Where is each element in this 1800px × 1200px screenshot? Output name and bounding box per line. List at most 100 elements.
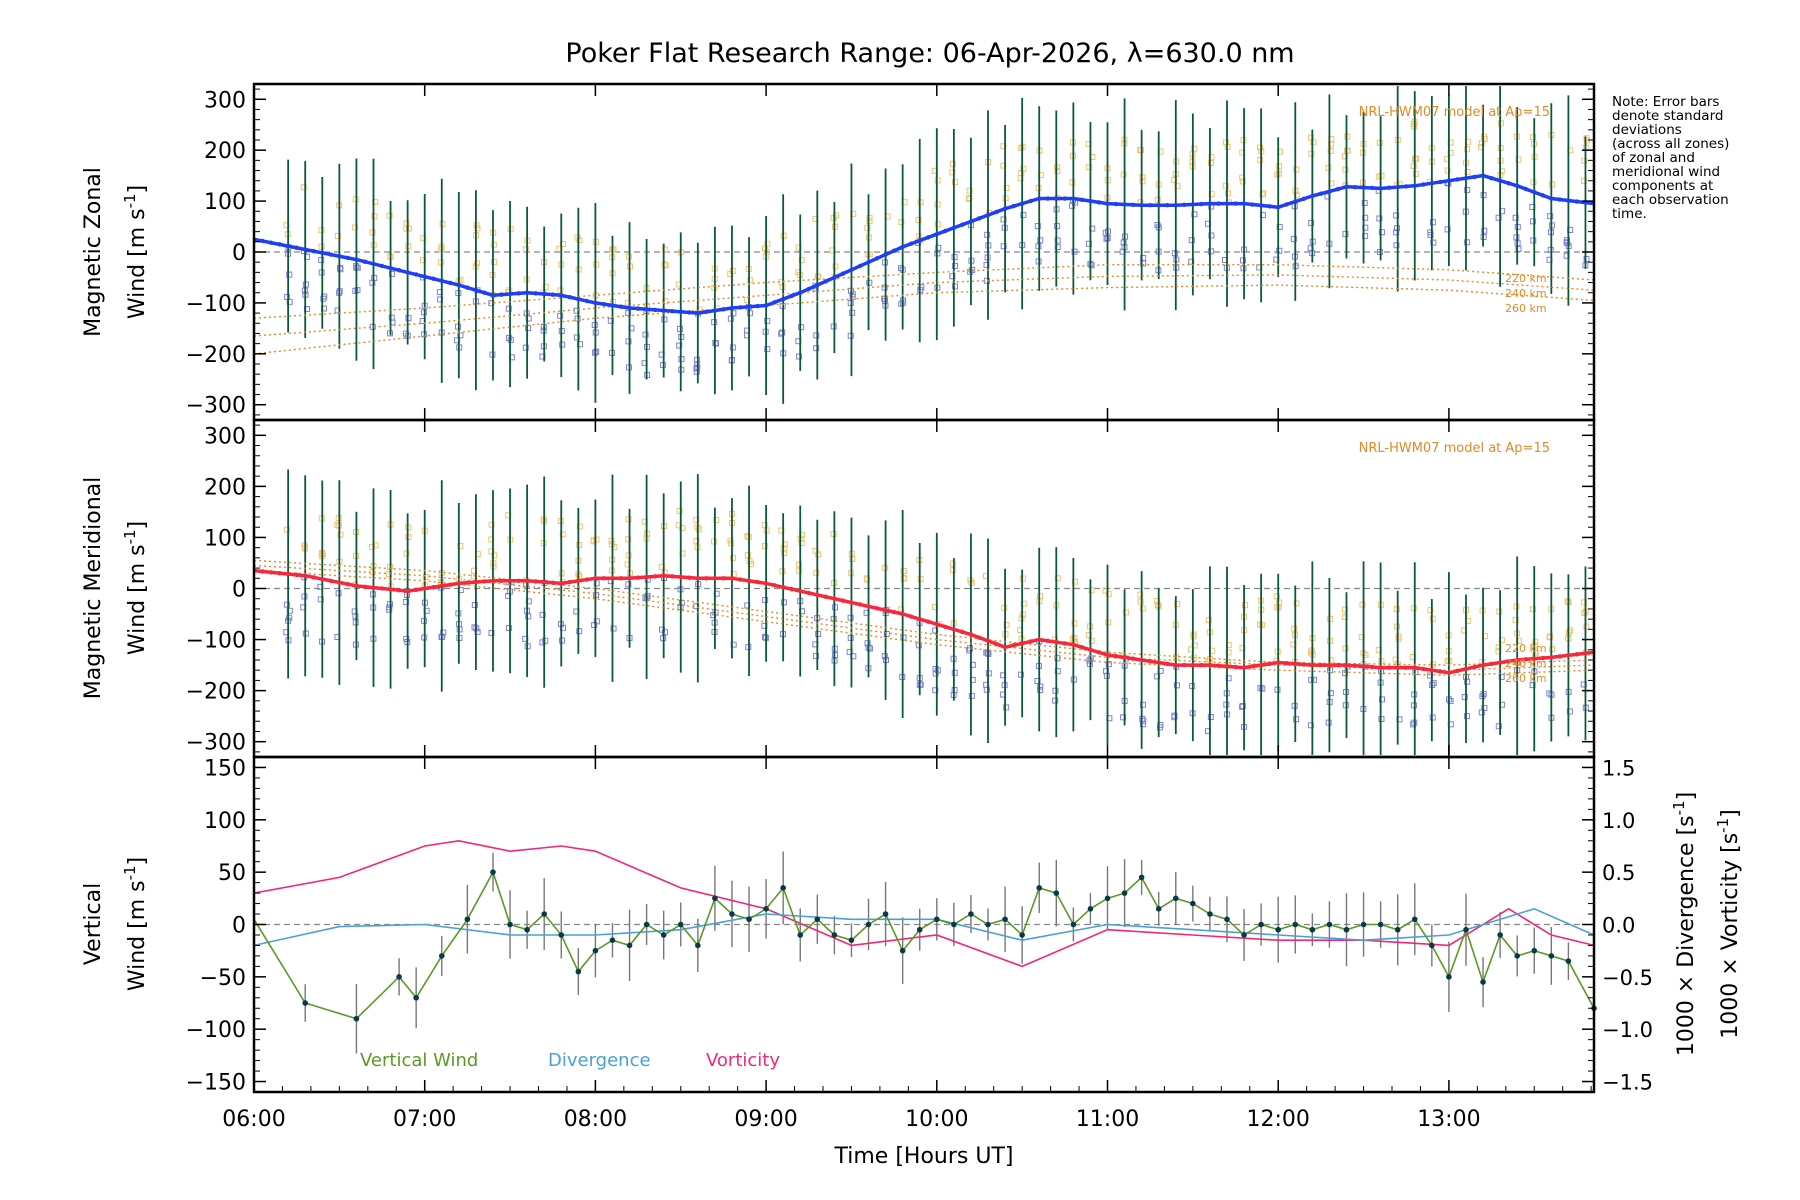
meridional-mean-point — [1139, 657, 1144, 663]
vertical-wind-point — [1548, 953, 1555, 959]
meridional-mean-point — [1506, 659, 1511, 664]
meridional-zone-sample — [488, 629, 495, 636]
meridional-mean-point — [490, 578, 496, 584]
vertical-wind-point — [1377, 921, 1384, 928]
meridional-mean-point — [1062, 641, 1068, 646]
zonal-mean-point — [849, 267, 854, 273]
vertical-wind-point — [1343, 926, 1350, 933]
zonal-mean-point — [1096, 200, 1102, 205]
vertical-wind-point — [490, 869, 496, 875]
meridional-mean-point — [1344, 662, 1349, 668]
zonal-ticks: 300 200 100 0 −100 −200 −300 — [186, 84, 1594, 420]
zonal-model-group — [253, 264, 1595, 355]
zonal-mean-point — [533, 291, 538, 296]
meridional-zone-sample — [1478, 709, 1485, 716]
zonal-zone-sample — [420, 235, 427, 242]
zonal-mean-point — [1421, 182, 1426, 187]
meridional-zone-sample — [1139, 701, 1146, 708]
zonal-mean-point — [465, 285, 470, 290]
zonal-mean-point — [618, 304, 624, 309]
vertical-errorbar-group — [254, 851, 1595, 1054]
zonal-zone-sample — [747, 277, 754, 284]
zonal-mean-point — [311, 248, 316, 254]
zonal-mean-point — [1173, 202, 1178, 208]
zonal-mean-point — [1438, 179, 1443, 185]
zonal-ytick-label: −200 — [186, 343, 246, 368]
legend-vertical-wind: Vertical Wind — [360, 1050, 478, 1071]
meridional-mean-point — [260, 569, 265, 574]
vertical-ylabel-end: ] — [125, 857, 150, 866]
meridional-zone-sample — [1359, 601, 1366, 608]
legend-divergence: Divergence — [548, 1050, 651, 1071]
meridional-zone-sample — [625, 516, 632, 523]
meridional-zone-sample — [813, 653, 820, 660]
meridional-mean-point — [1472, 664, 1477, 670]
meridional-mean-point — [917, 616, 922, 622]
zonal-zone-sample — [1464, 186, 1471, 193]
meridional-ylabel: Magnetic Meridional Wind [m s-1] — [81, 477, 150, 699]
zonal-mean-point — [1267, 204, 1272, 209]
zonal-mean-point — [507, 291, 513, 297]
x-tick-label: 13:00 — [1417, 1107, 1480, 1132]
zonal-zone-sample — [522, 344, 529, 351]
meridional-zone-sample — [1239, 644, 1246, 651]
meridional-mean-point — [1105, 652, 1110, 658]
meridional-zone-sample — [917, 681, 924, 688]
vertical-wind-point — [1463, 926, 1469, 933]
zonal-mean-point — [1514, 183, 1520, 189]
zonal-mean-point — [448, 280, 453, 286]
zonal-zone-sample — [386, 212, 393, 219]
zonal-ylabel-end: ] — [125, 185, 150, 194]
meridional-mean-point — [1028, 639, 1033, 644]
zonal-mean-point — [584, 298, 590, 304]
zonal-mean-point — [1216, 201, 1221, 206]
zonal-zone-sample — [881, 284, 888, 291]
zonal-mean-point — [559, 293, 564, 298]
meridional-mean-point — [934, 622, 940, 627]
zonal-zone-sample — [1412, 170, 1419, 177]
meridional-zone-sample — [283, 601, 290, 608]
meridional-mean-point — [712, 576, 718, 581]
meridional-zone-sample — [1156, 724, 1163, 731]
vertical-wind-point — [1360, 921, 1367, 928]
vertical-ytick-label: −150 — [186, 1071, 246, 1096]
right-ytick-label: −0.5 — [1602, 966, 1653, 990]
zonal-zone-sample — [813, 332, 820, 339]
meridional-mean-point — [473, 579, 479, 585]
zonal-zone-sample — [1344, 147, 1351, 154]
meridional-mean-point — [1463, 666, 1469, 672]
zonal-mean-point — [789, 293, 794, 299]
zonal-zone-sample — [1020, 212, 1027, 219]
zonal-zone-sample — [1293, 192, 1300, 199]
zonal-mean-point — [550, 292, 555, 297]
vertical-wind-point — [763, 905, 769, 912]
meridional-mean-point — [431, 585, 436, 590]
meridional-zone-sample — [1174, 601, 1181, 608]
zonal-zone-sample — [1530, 237, 1537, 244]
meridional-ytick-label: −100 — [186, 629, 246, 654]
zonal-zone-sample — [1308, 150, 1315, 157]
vorticity-ylabel: 1000 × Vorticity [s-1] — [1714, 809, 1743, 1038]
meridional-mean-point — [1113, 653, 1119, 659]
zonal-zone-sample — [1530, 134, 1537, 141]
meridional-zone-sample — [898, 606, 905, 613]
meridional-zone-sample — [798, 539, 805, 546]
zonal-zone-sample — [1207, 160, 1214, 167]
vertical-wind-point — [1394, 926, 1401, 933]
meridional-zone-sample — [1395, 633, 1402, 640]
meridional-zone-sample — [1342, 645, 1349, 652]
note-line-8: each observation — [1612, 192, 1729, 208]
zonal-mean-point — [337, 254, 342, 259]
meridional-zone-sample — [676, 507, 683, 514]
meridional-zone-sample — [1581, 610, 1588, 617]
meridional-mean-point — [815, 592, 820, 598]
meridional-mean-point — [1395, 665, 1400, 670]
meridional-zone-sample — [762, 542, 769, 549]
zonal-errorbar-group — [287, 86, 1587, 404]
zonal-zone-sample — [1580, 177, 1587, 184]
zonal-zone-sample — [798, 257, 805, 264]
zonal-zone-sample — [1239, 257, 1246, 264]
meridional-zone-sample — [915, 642, 922, 649]
meridional-zone-sample — [1291, 625, 1298, 632]
meridional-mean-point — [1318, 662, 1324, 668]
